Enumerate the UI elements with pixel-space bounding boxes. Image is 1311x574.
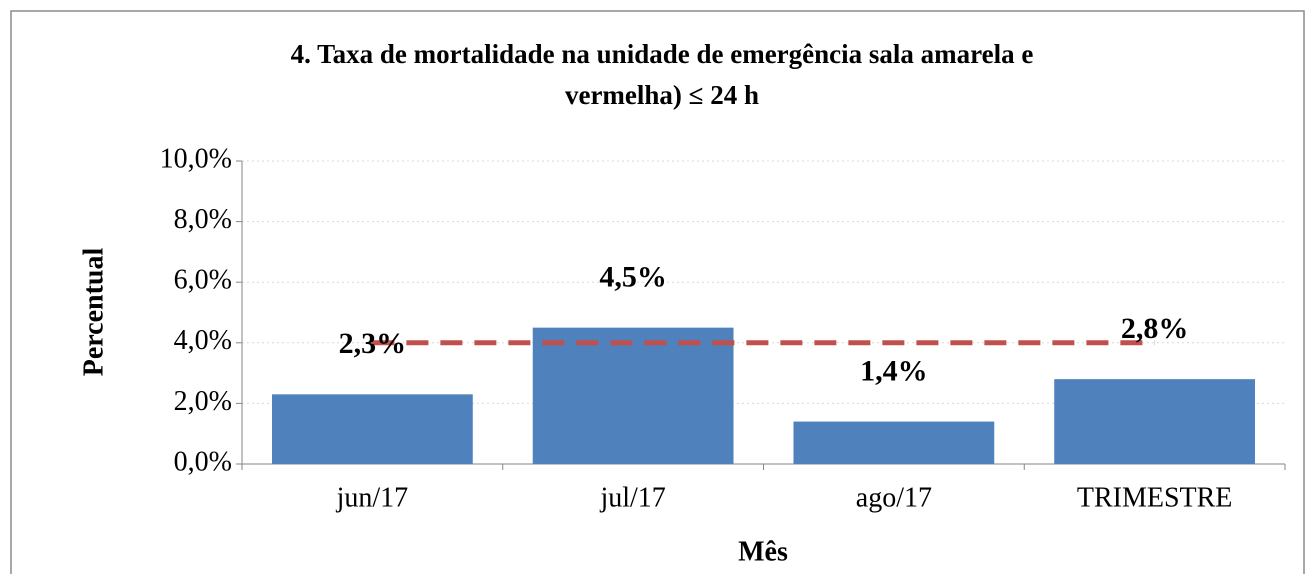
bar: [793, 421, 995, 464]
chart-title: 4. Taxa de mortalidade na unidade de eme…: [291, 39, 1034, 69]
x-tick-label: jul/17: [599, 482, 665, 513]
chart-title: vermelha) ≤ 24 h: [565, 80, 759, 110]
x-tick-label: TRIMESTRE: [1077, 482, 1233, 513]
y-tick-label: 2,0%: [174, 386, 232, 417]
y-axis-label: Percentual: [78, 248, 109, 377]
data-label: 1,4%: [860, 354, 928, 387]
bar: [1054, 379, 1256, 464]
data-label: 4,5%: [599, 261, 667, 294]
x-tick-label: ago/17: [856, 482, 932, 513]
y-tick-label: 4,0%: [174, 325, 232, 356]
data-label: 2,3%: [339, 327, 407, 360]
y-tick-label: 10,0%: [160, 143, 232, 174]
y-tick-label: 0,0%: [174, 446, 232, 477]
y-tick-label: 8,0%: [174, 204, 232, 235]
bar: [271, 394, 473, 464]
bar: [532, 327, 734, 464]
y-tick-label: 6,0%: [174, 265, 232, 296]
chart-frame: [10, 10, 1305, 574]
data-label: 2,8%: [1121, 312, 1189, 345]
x-tick-label: jun/17: [336, 482, 409, 513]
x-axis-label: Mês: [738, 536, 788, 567]
